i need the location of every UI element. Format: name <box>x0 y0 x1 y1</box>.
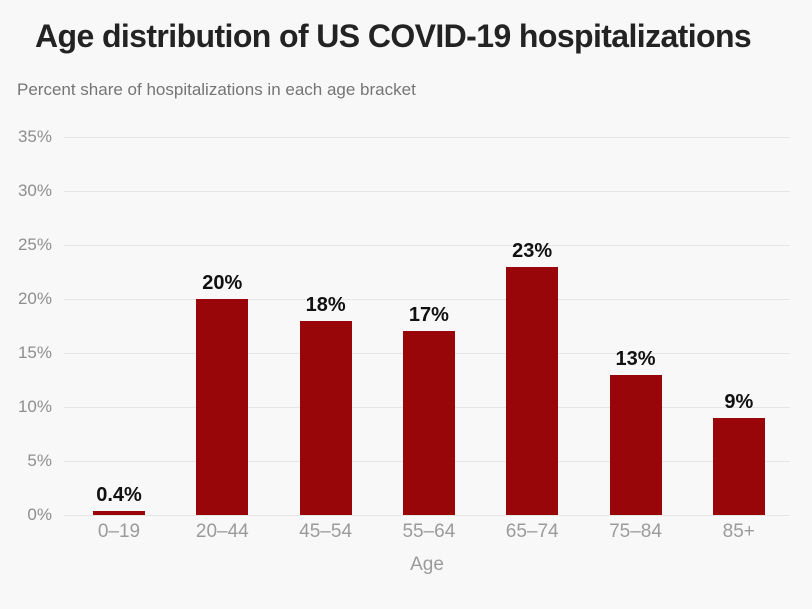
y-axis-tick-label: 15% <box>17 343 52 362</box>
x-axis-tick-label: 85+ <box>722 521 755 542</box>
x-axis-tick-label: 0–19 <box>97 521 141 542</box>
bar <box>609 374 662 515</box>
bar-value-label: 9% <box>724 390 754 413</box>
y-axis-tick-label: 25% <box>17 235 52 254</box>
gridline <box>64 136 790 138</box>
bar-value-label: 18% <box>305 293 346 316</box>
x-axis-title: Age <box>410 554 444 575</box>
bar <box>299 320 352 515</box>
bar <box>93 510 145 515</box>
y-axis-tick-label: 35% <box>17 127 52 146</box>
gridline <box>64 244 790 246</box>
x-axis-tick-label: 55–64 <box>402 521 456 542</box>
bar-value-label: 23% <box>512 239 553 262</box>
bar-value-label: 20% <box>202 272 243 294</box>
y-axis-tick-label: 30% <box>17 181 52 200</box>
y-axis-tick-label: 0% <box>27 505 52 524</box>
x-axis-tick-label: 20–44 <box>195 521 249 542</box>
y-axis-tick-label: 20% <box>17 289 52 308</box>
gridline <box>64 190 790 192</box>
y-axis-tick-label: 5% <box>27 451 52 470</box>
chart-subtitle: Percent share of hospitalizations in eac… <box>17 80 416 99</box>
gridline <box>64 514 790 516</box>
bar <box>506 266 559 515</box>
bar <box>402 331 455 515</box>
chart-title: Age distribution of US COVID-19 hospital… <box>35 18 752 54</box>
x-axis-tick-label: 65–74 <box>505 521 559 542</box>
gridline <box>64 298 790 300</box>
x-axis-tick-label: 45–54 <box>299 521 353 542</box>
bar <box>712 417 765 515</box>
bar-value-label: 0.4% <box>96 483 142 506</box>
x-axis-tick-label: 75–84 <box>609 521 662 542</box>
bar <box>196 299 249 515</box>
y-axis-tick-label: 10% <box>17 397 52 416</box>
bar-value-label: 17% <box>408 304 449 327</box>
bar-value-label: 13% <box>615 347 656 370</box>
